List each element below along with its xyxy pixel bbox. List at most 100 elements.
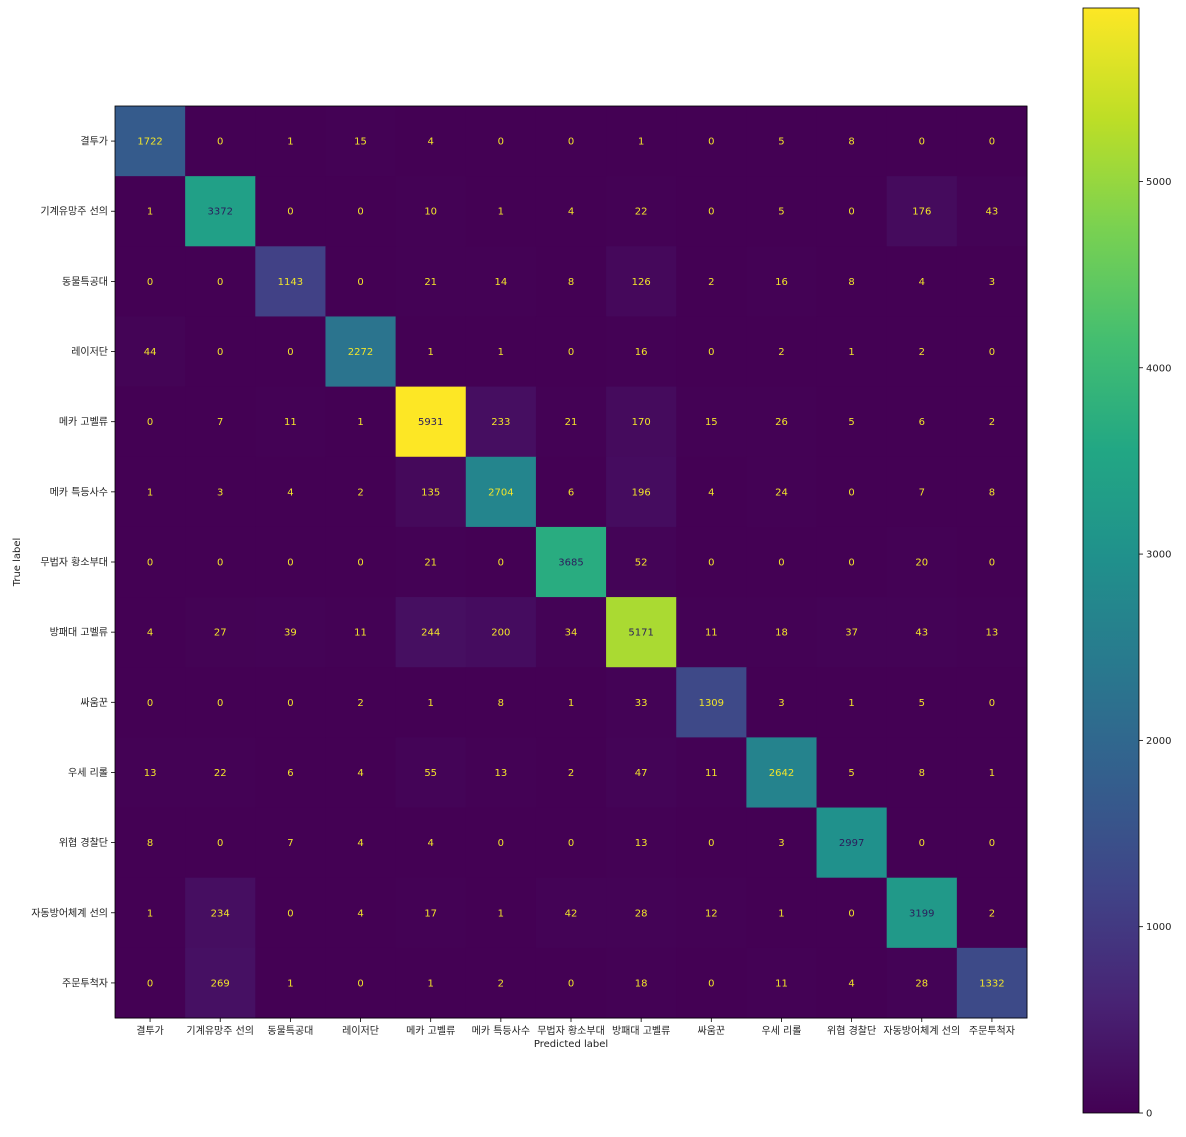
heatmap-cell (255, 316, 326, 388)
heatmap-cell (816, 106, 888, 177)
heatmap-cell (185, 386, 256, 458)
cell-value-label: 5171 (628, 628, 653, 639)
cell-value-label: 1 (147, 487, 153, 498)
heatmap-cell (185, 947, 256, 1019)
y-tick-label: 위협 경찰단 (59, 836, 108, 849)
cell-value-label: 1 (498, 207, 504, 218)
cell-value-label: 0 (568, 137, 574, 148)
heatmap-cell (115, 106, 186, 177)
cell-value-label: 1 (428, 978, 434, 989)
colorbar-ticks: 0 1000 2000 3000 4000 5000 (1139, 177, 1171, 1120)
heatmap-cell (255, 807, 326, 879)
heatmap-cell (255, 877, 326, 949)
heatmap-cell (255, 667, 326, 738)
heatmap-cell (606, 316, 677, 388)
cell-value-label: 7 (919, 487, 925, 498)
heatmap-cell (465, 597, 537, 668)
cell-value-label: 1 (428, 698, 434, 709)
heatmap-cell (395, 947, 467, 1019)
heatmap-cell (535, 737, 607, 809)
heatmap-cell (185, 667, 256, 738)
colorbar-tick-label: 2000 (1146, 736, 1171, 747)
cell-value-label: 11 (705, 768, 718, 779)
heatmap-cell (395, 597, 467, 668)
heatmap-cell (606, 877, 677, 949)
heatmap-cell (886, 316, 958, 388)
cell-value-label: 2 (989, 417, 995, 428)
cell-value-label: 4 (919, 277, 925, 288)
cell-value-label: 176 (912, 207, 931, 218)
heatmap-cell (185, 246, 256, 317)
cell-value-label: 3 (778, 698, 784, 709)
cell-value-label: 42 (565, 908, 578, 919)
cell-value-label: 1 (638, 137, 644, 148)
heatmap-cell (255, 737, 326, 809)
x-tick-label: 자동방어체계 선의 (883, 1025, 960, 1037)
cell-value-label: 20 (915, 558, 928, 569)
cell-value-label: 10 (424, 207, 437, 218)
cell-value-label: 3 (989, 277, 995, 288)
heatmap-cell (746, 877, 818, 949)
cell-value-label: 4 (428, 137, 434, 148)
heatmap-cell (606, 526, 677, 598)
heatmap-cell (115, 316, 186, 388)
heatmap-cell (606, 386, 677, 458)
y-tick-label: 우세 리롤 (68, 767, 108, 779)
cell-value-label: 8 (919, 768, 925, 779)
heatmap-cell (325, 947, 397, 1019)
cell-value-label: 0 (357, 558, 363, 569)
cell-value-label: 24 (775, 487, 788, 498)
heatmap-cell (746, 316, 818, 388)
cell-value-label: 4 (357, 908, 363, 919)
cell-value-label: 34 (565, 628, 578, 639)
cell-value-label: 55 (424, 768, 437, 779)
heatmap-cell (465, 667, 537, 738)
cell-value-label: 21 (424, 558, 437, 569)
heatmap-cells (115, 106, 1028, 1019)
x-tick-label: 기계유망주 선의 (186, 1025, 254, 1037)
heatmap-cell (465, 316, 537, 388)
cell-value-label: 4 (848, 978, 854, 989)
cell-value-label: 43 (915, 628, 928, 639)
y-tick-label: 주문투척자 (62, 977, 108, 989)
heatmap-cell (676, 877, 747, 949)
heatmap-cell (886, 947, 958, 1019)
cell-value-label: 0 (708, 137, 714, 148)
y-tick-label: 싸움꾼 (80, 697, 108, 709)
cell-value-label: 3 (217, 487, 223, 498)
y-tick-label: 기계유망주 선의 (40, 206, 108, 218)
cell-value-label: 0 (287, 698, 293, 709)
heatmap-cell (956, 316, 1028, 388)
cell-value-label: 11 (354, 628, 367, 639)
colorbar-tick-label: 3000 (1146, 550, 1171, 561)
cell-value-label: 47 (635, 768, 648, 779)
cell-value-label: 233 (491, 417, 510, 428)
heatmap-cell (535, 456, 607, 528)
heatmap-cell (676, 947, 747, 1019)
cell-value-label: 0 (498, 838, 504, 849)
cell-value-label: 0 (287, 347, 293, 358)
heatmap-cell (956, 877, 1028, 949)
cell-value-label: 269 (211, 978, 230, 989)
cell-value-label: 44 (144, 347, 157, 358)
cell-value-label: 1 (498, 347, 504, 358)
heatmap-cell (816, 667, 888, 738)
cell-value-label: 4 (357, 768, 363, 779)
heatmap-cell (115, 667, 186, 738)
cell-value-label: 8 (848, 137, 854, 148)
cell-value-label: 0 (147, 978, 153, 989)
cell-value-label: 0 (708, 347, 714, 358)
cell-value-label: 2272 (348, 347, 373, 358)
cell-value-label: 18 (775, 628, 788, 639)
cell-value-label: 0 (217, 277, 223, 288)
cell-value-label: 4 (428, 838, 434, 849)
cell-value-label: 0 (848, 207, 854, 218)
heatmap-cell (956, 176, 1028, 247)
cell-value-label: 22 (214, 768, 227, 779)
heatmap-cell (535, 597, 607, 668)
cell-value-label: 13 (494, 768, 507, 779)
heatmap-cell (325, 667, 397, 738)
heatmap-cell (606, 807, 677, 879)
heatmap-cell (535, 176, 607, 247)
heatmap-cell (816, 737, 888, 809)
